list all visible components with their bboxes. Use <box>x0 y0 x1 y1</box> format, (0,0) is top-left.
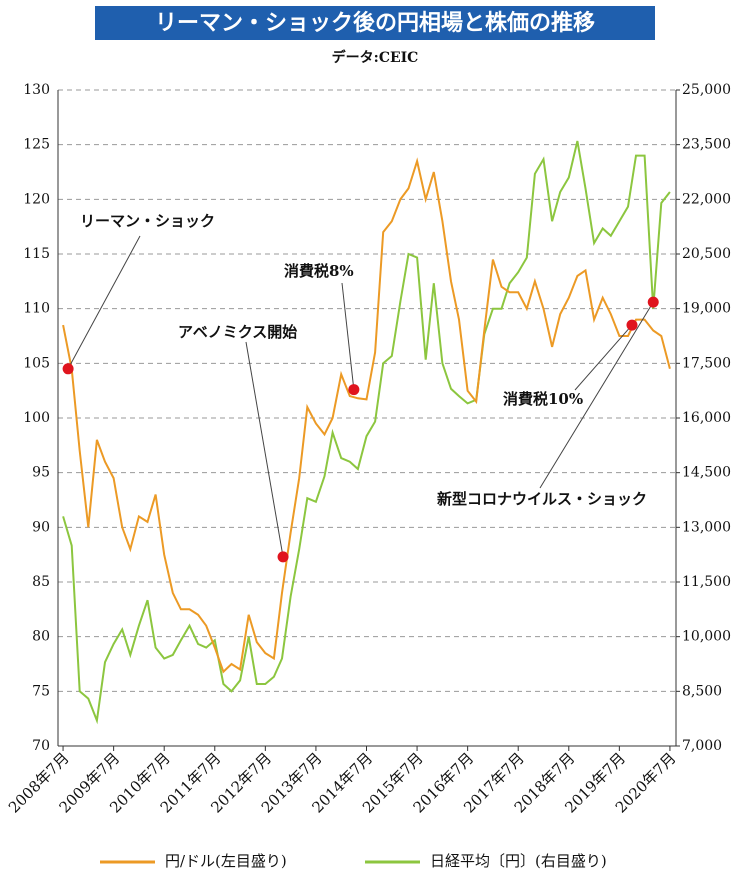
annotation-label: 新型コロナウイルス・ショック <box>437 490 647 508</box>
y-tick-label: 120 <box>23 191 50 207</box>
annotation-dot <box>626 319 638 331</box>
y-tick-label: 130 <box>23 82 50 98</box>
y2-tick-label: 10,000 <box>682 629 731 645</box>
y2-tick-label: 25,000 <box>682 82 731 98</box>
y2-tick-label: 19,000 <box>682 301 731 317</box>
chart-title: リーマン・ショック後の円相場と株価の推移 <box>155 10 595 36</box>
y-tick-label: 115 <box>23 246 50 262</box>
y2-tick-label: 20,500 <box>682 246 731 262</box>
annotation-dot <box>647 296 659 308</box>
y-tick-label: 75 <box>32 683 50 699</box>
y-tick-label: 100 <box>23 410 50 426</box>
annotation-label: 消費税10% <box>503 390 583 408</box>
y-tick-label: 90 <box>32 519 50 535</box>
legend-label: 日経平均〔円〕(右目盛り) <box>430 852 607 870</box>
annotation-leader <box>341 282 355 390</box>
annotation-leader <box>67 235 141 370</box>
legend-label: 円/ドル(左目盛り) <box>165 852 287 870</box>
y-tick-label: 105 <box>23 355 50 371</box>
annotation-leader <box>245 341 284 557</box>
annotation-dot <box>277 551 289 563</box>
y2-tick-label: 22,000 <box>682 191 731 207</box>
y-tick-label: 125 <box>23 137 50 153</box>
annotation-label: リーマン・ショック <box>80 212 215 230</box>
series-line <box>62 140 671 725</box>
y2-tick-label: 16,000 <box>682 410 731 426</box>
annotation-label: アベノミクス開始 <box>178 323 297 341</box>
y-tick-label: 80 <box>32 629 50 645</box>
annotation-dot <box>348 384 360 396</box>
y2-tick-label: 11,500 <box>682 574 731 590</box>
y-tick-label: 70 <box>32 738 50 754</box>
y2-tick-label: 8,500 <box>682 683 722 699</box>
y-tick-label: 95 <box>32 465 50 481</box>
y2-tick-label: 13,000 <box>682 519 731 535</box>
annotation-dot <box>62 363 74 375</box>
annotation-label: 消費税8% <box>284 262 354 280</box>
y2-tick-label: 23,500 <box>682 137 731 153</box>
y2-tick-label: 17,500 <box>682 355 731 371</box>
y2-tick-label: 7,000 <box>682 738 722 754</box>
y-tick-label: 110 <box>23 301 50 317</box>
annotation-leader <box>539 301 654 489</box>
y-tick-label: 85 <box>32 574 50 590</box>
y2-tick-label: 14,500 <box>682 465 731 481</box>
series-line <box>62 157 671 674</box>
annotation-leader <box>574 324 633 391</box>
title-box <box>95 6 655 40</box>
chart-subtitle: データ:CEIC <box>332 49 419 66</box>
